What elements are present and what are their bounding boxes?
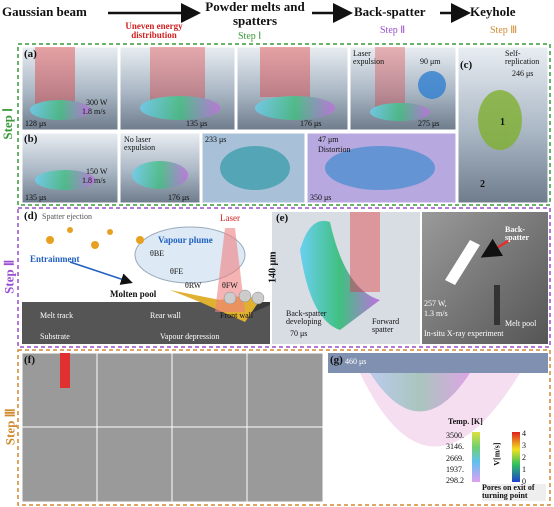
schematic-label: Rear wall (150, 311, 181, 320)
schematic-label: Melt track (40, 311, 74, 320)
schematic-label: Spatter ejection (42, 212, 92, 221)
marker-label: 2 (480, 179, 485, 190)
step1-frame (17, 43, 551, 206)
speed-label: 1.8 m/s (82, 176, 106, 185)
time-label: 350 μs (310, 193, 332, 202)
schematic-label: Laser (220, 213, 240, 223)
scale-label: 90 μm (420, 57, 441, 66)
colorbar-title: V[m/s] (492, 442, 502, 466)
colorbar-tick: 2669. (446, 454, 464, 463)
schematic-label: Substrate (40, 332, 70, 341)
side-label: Step Ⅰ (0, 107, 16, 140)
step3-frame (17, 349, 551, 506)
step-tag: Step Ⅲ (490, 25, 518, 36)
stage-note: Uneven energy distribution (125, 21, 183, 41)
panel-label: (a) (24, 48, 37, 60)
time-label: 246 μs (512, 69, 534, 78)
note-label: Forward spatter (372, 317, 400, 335)
note-label: Back-spatter developing (286, 309, 327, 327)
panel-label: (b) (24, 133, 38, 145)
angle-label: θFW (222, 281, 238, 290)
colorbar-tick: 3500. (446, 431, 464, 440)
time-label: 460 μs (345, 357, 367, 366)
schematic-label: Molten pool (110, 289, 157, 299)
side-label: Step Ⅲ (2, 408, 18, 446)
image-g (328, 353, 548, 502)
schematic-label: Vapour depression (160, 332, 220, 341)
note-label: Self-replication (505, 49, 540, 67)
stage-label: Gaussian beam (2, 4, 87, 19)
stage-label: Back-spatter (354, 4, 426, 19)
step-tag: Step Ⅱ (380, 25, 406, 36)
power-label: 257 W, (424, 299, 447, 308)
step2-frame (17, 207, 551, 348)
time-label: 70 μs (290, 329, 308, 338)
note-label: Back-spatter (505, 225, 529, 243)
angle-label: θRW (185, 281, 202, 290)
scale-label: 47 μm (318, 135, 339, 144)
time-label: 233 μs (205, 135, 227, 144)
stage-label: Keyhole (470, 4, 516, 19)
note-label: Pores on exit of turning point (482, 483, 546, 501)
time-label: 176 μs (300, 119, 322, 128)
power-label: 300 W (86, 98, 108, 107)
colorbar-tick: 4 (522, 429, 526, 438)
marker-label: 1 (500, 117, 505, 128)
speed-label: 1.3 m/s (424, 309, 448, 318)
time-label: 135 μs (186, 119, 208, 128)
angle-label: θFE (170, 267, 184, 276)
colorbar-tick: 3 (522, 441, 526, 450)
colorbar-tick: 1 (522, 465, 526, 474)
panel-label: (f) (24, 354, 35, 366)
scale-label: 140 μm (267, 251, 279, 284)
time-label: 176 μs (168, 193, 190, 202)
panel-label: (g) (330, 354, 343, 366)
panel-label: (d) (24, 210, 38, 222)
step-tag: Step Ⅰ (238, 31, 262, 42)
image-e (272, 212, 548, 344)
panel-label: (c) (460, 59, 473, 71)
colorbar-tick: 1937. (446, 465, 464, 474)
time-label: 135 μs (25, 193, 47, 202)
note-label: In-situ X-ray experiment (424, 329, 504, 338)
colorbar-tick: 298.2 (446, 476, 464, 485)
colorbar-tick: 2 (522, 453, 526, 462)
note-label: No laser expulsion (124, 135, 156, 153)
step1-features (30, 47, 522, 190)
schematic-label: Vapour plume (158, 235, 213, 245)
schematic-label: Entrainment (30, 254, 80, 264)
speed-label: 1.8 m/s (82, 107, 106, 116)
colorbar-tick: 0 (522, 477, 526, 486)
schematic-label: Front wall (220, 311, 254, 320)
stage-label: Powder melts and spatters (205, 0, 305, 28)
power-label: 150 W (86, 167, 108, 176)
schematic-d (22, 226, 270, 344)
time-label: 275 μs (418, 119, 440, 128)
note-label: Melt pool (505, 319, 537, 328)
feature-label: Distortion (318, 145, 351, 154)
note-label: Laser expulsion (353, 49, 385, 67)
colorbar-title: Temp. [K] (448, 417, 483, 426)
side-label: Step Ⅱ (1, 259, 17, 294)
angle-label: θBE (150, 249, 165, 258)
laser-f (60, 353, 70, 388)
image-f (21, 352, 324, 503)
time-label: 128 μs (25, 119, 47, 128)
colorbar-tick: 3146. (446, 442, 464, 451)
panel-label: (e) (276, 212, 289, 224)
